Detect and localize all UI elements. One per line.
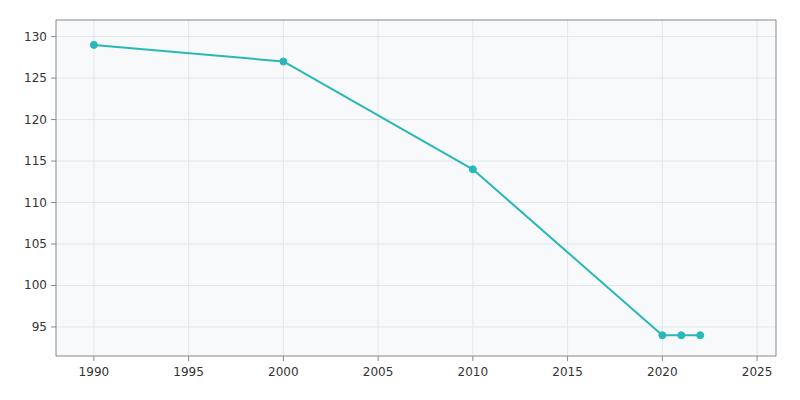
y-grid-line: [56, 36, 776, 37]
y-tick: [51, 285, 56, 286]
x-tick: [188, 356, 189, 361]
y-tick-label: 100: [24, 278, 47, 292]
point: [659, 332, 666, 339]
y-tick-label: 110: [24, 196, 47, 210]
y-grid-line: [56, 119, 776, 120]
y-grid-line: [56, 326, 776, 327]
plot-area: [90, 41, 703, 338]
point: [280, 58, 287, 65]
x-grid-line: [472, 20, 473, 356]
x-tick-label: 2010: [458, 365, 489, 379]
y-tick-label: 120: [24, 113, 47, 127]
x-grid-line: [93, 20, 94, 356]
x-tick: [378, 356, 379, 361]
plot-frame: [56, 20, 776, 356]
y-tick-label: 115: [24, 154, 47, 168]
y-tick: [51, 119, 56, 120]
line: [94, 45, 700, 335]
x-grid-line: [188, 20, 189, 356]
x-grid-line: [378, 20, 379, 356]
x-tick-label: 2015: [552, 365, 583, 379]
y-tick: [51, 78, 56, 79]
y-tick-label: 130: [24, 30, 47, 44]
x-grid-line: [283, 20, 284, 356]
y-grid-line: [56, 244, 776, 245]
y-tick: [51, 326, 56, 327]
point: [90, 41, 97, 48]
grid: [56, 20, 776, 356]
chart-container: 1990 1995 2000 2005 2010 2015 2020 2025 95 100 105…: [0, 0, 800, 400]
y-tick: [51, 161, 56, 162]
x-tick-label: 1995: [173, 365, 204, 379]
chart-svg: 1990 1995 2000 2005 2010 2015 2020 2025 95 100 105…: [0, 0, 800, 400]
y-tick-label: 125: [24, 71, 47, 85]
x-tick: [472, 356, 473, 361]
y-tick: [51, 202, 56, 203]
x-tick: [283, 356, 284, 361]
x-tick-label: 2005: [363, 365, 394, 379]
x-tick: [93, 356, 94, 361]
x-grid-line: [567, 20, 568, 356]
x-tick: [662, 356, 663, 361]
y-grid-line: [56, 202, 776, 203]
x-tick-label: 2025: [742, 365, 773, 379]
y-grid-line: [56, 78, 776, 79]
x-tick: [757, 356, 758, 361]
point: [697, 332, 704, 339]
point: [469, 166, 476, 173]
y-tick-label: 95: [32, 320, 47, 334]
plot-background: [56, 20, 776, 356]
x-tick: [567, 356, 568, 361]
point: [678, 332, 685, 339]
x-grid-line: [757, 20, 758, 356]
y-grid-line: [56, 161, 776, 162]
x-tick-label: 1990: [79, 365, 110, 379]
x-tick-label: 2020: [647, 365, 678, 379]
y-grid-line: [56, 285, 776, 286]
y-tick-label: 105: [24, 237, 47, 251]
y-tick: [51, 244, 56, 245]
axes: 1990 1995 2000 2005 2010 2015 2020 2025 95 100 105…: [24, 20, 776, 379]
x-grid-line: [662, 20, 663, 356]
y-tick: [51, 36, 56, 37]
x-tick-label: 2000: [268, 365, 299, 379]
